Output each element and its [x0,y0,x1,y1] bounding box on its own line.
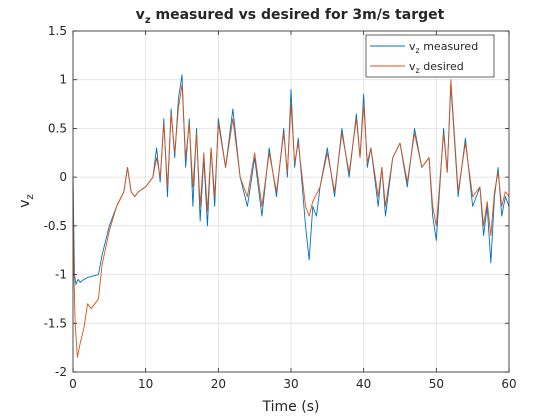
y-label-subscript: z [25,194,36,199]
legend-measured-main: v [409,40,416,53]
legend-desired-rest: desired [420,60,464,73]
y-tick-label: 0 [59,170,67,184]
legend-measured-sub: z [416,46,420,55]
y-axis-label: vz [17,194,36,208]
series-layer [72,74,510,358]
x-tick-label: 10 [138,377,153,391]
x-axis-label: Time (s) [262,399,320,415]
legend: vz measured vz desired [365,34,495,78]
y-tick-label: -1.5 [44,316,67,330]
x-tick-label: 0 [69,377,77,391]
y-tick-label: -1 [55,268,67,282]
y-label-main: v [17,199,33,207]
x-tick-label: 60 [501,377,516,391]
legend-measured-rest: measured [420,40,478,53]
title-rest: measured vs desired for 3m/s target [151,7,445,23]
x-tick-label: 40 [356,377,371,391]
legend-box [365,34,495,78]
y-tick-label: 1 [59,73,67,87]
title-subscript: z [145,15,151,26]
series-line-desired [72,79,510,358]
chart-title: vz measured vs desired for 3m/s target [136,7,445,26]
legend-label-measured: vz measured [409,40,478,55]
axis-ticks: 0 10 20 30 40 50 60 -2 -1.5 -1 -0.5 0 0.5 1 1.5 [44,24,517,391]
plot-area: 0 10 20 30 40 50 60 -2 -1.5 -1 -0.5 0 0.5 1 1.5 [44,24,517,391]
y-tick-label: -0.5 [44,219,67,233]
legend-label-desired: vz desired [409,60,464,75]
title-main: v [136,7,145,23]
y-tick-label: 1.5 [48,24,67,38]
legend-desired-sub: z [416,66,420,75]
x-tick-label: 50 [429,377,444,391]
y-tick-label: 0.5 [48,121,67,135]
y-tick-label: -2 [55,365,67,379]
x-tick-label: 30 [283,377,298,391]
x-tick-label: 20 [211,377,226,391]
legend-desired-main: v [409,60,416,73]
